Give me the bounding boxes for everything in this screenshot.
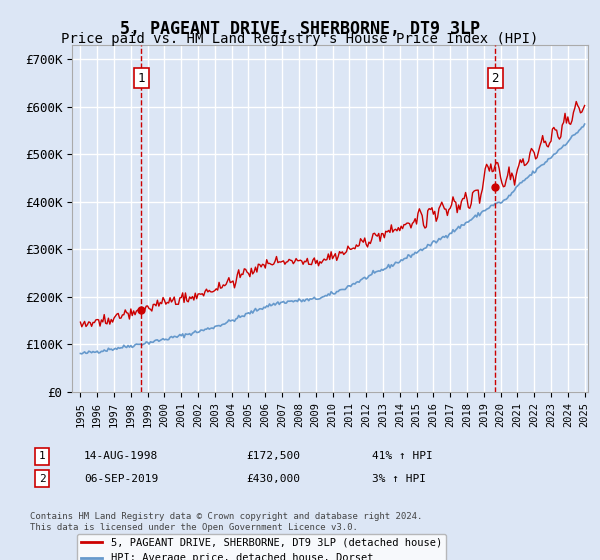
Text: 14-AUG-1998: 14-AUG-1998 — [84, 451, 158, 461]
Text: Contains HM Land Registry data © Crown copyright and database right 2024.
This d: Contains HM Land Registry data © Crown c… — [30, 512, 422, 532]
Text: 3% ↑ HPI: 3% ↑ HPI — [372, 474, 426, 484]
Text: 41% ↑ HPI: 41% ↑ HPI — [372, 451, 433, 461]
Text: 1: 1 — [137, 72, 145, 85]
Text: Price paid vs. HM Land Registry's House Price Index (HPI): Price paid vs. HM Land Registry's House … — [61, 32, 539, 46]
Text: 06-SEP-2019: 06-SEP-2019 — [84, 474, 158, 484]
Text: £430,000: £430,000 — [246, 474, 300, 484]
Text: £172,500: £172,500 — [246, 451, 300, 461]
Text: 1: 1 — [38, 451, 46, 461]
Text: 5, PAGEANT DRIVE, SHERBORNE, DT9 3LP: 5, PAGEANT DRIVE, SHERBORNE, DT9 3LP — [120, 20, 480, 38]
Legend: 5, PAGEANT DRIVE, SHERBORNE, DT9 3LP (detached house), HPI: Average price, detac: 5, PAGEANT DRIVE, SHERBORNE, DT9 3LP (de… — [77, 534, 446, 560]
Text: 2: 2 — [38, 474, 46, 484]
Text: 2: 2 — [491, 72, 499, 85]
